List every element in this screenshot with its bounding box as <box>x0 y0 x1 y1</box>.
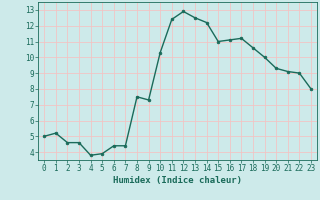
X-axis label: Humidex (Indice chaleur): Humidex (Indice chaleur) <box>113 176 242 185</box>
